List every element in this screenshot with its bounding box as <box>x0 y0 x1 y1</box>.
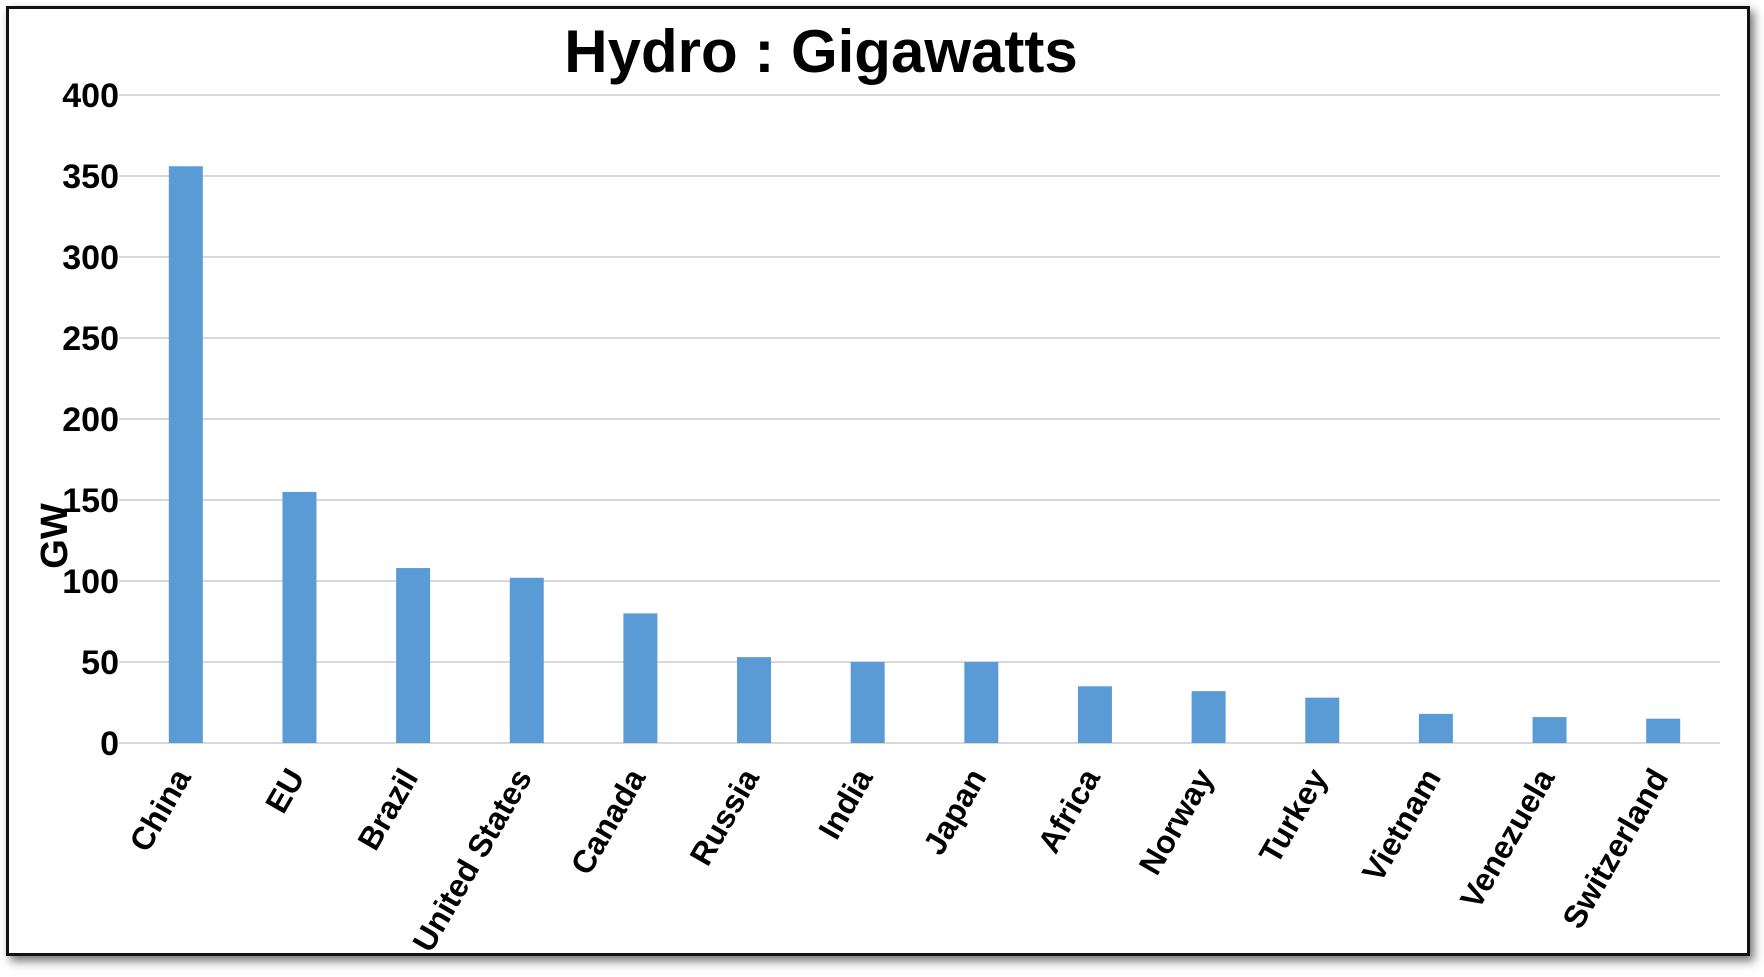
bar-united-states <box>509 577 544 743</box>
y-tick-label: 150 <box>62 482 119 520</box>
x-tick-label: China <box>122 762 198 857</box>
y-tick-label: 0 <box>100 725 119 763</box>
x-tick-label: Brazil <box>350 763 425 856</box>
x-tick-label: Africa <box>1030 762 1107 859</box>
y-tick-label: 350 <box>62 158 119 196</box>
bar-india <box>850 662 885 743</box>
x-tick-label: Venezuela <box>1453 762 1562 914</box>
y-tick-label: 50 <box>81 644 119 682</box>
bar-venezuela <box>1532 717 1567 743</box>
x-tick-label: Switzerland <box>1555 763 1675 935</box>
y-tick-label: 400 <box>62 77 119 115</box>
bar-norway <box>1191 691 1226 743</box>
bar-russia <box>737 657 772 743</box>
y-tick-label: 250 <box>62 320 119 358</box>
gridlines <box>119 94 1720 744</box>
bar-eu <box>282 491 317 743</box>
bar-canada <box>623 613 658 743</box>
y-tick-label: 100 <box>62 563 119 601</box>
bar-vietnam <box>1418 713 1453 743</box>
y-axis-label: GW <box>34 503 76 569</box>
bars <box>168 166 1681 743</box>
bar-turkey <box>1305 697 1340 743</box>
x-tick-label: Japan <box>916 763 993 861</box>
y-tick-label: 200 <box>62 401 119 439</box>
chart-frame: Hydro : Gigawatts 0 50 100 150 200 250 300 350 4… <box>6 6 1750 956</box>
x-tick-label: Canada <box>563 762 652 880</box>
x-tick-label: Vietnam <box>1355 763 1448 888</box>
bar-africa <box>1077 686 1112 743</box>
y-axis-ticks: 0 50 100 150 200 250 300 350 400 <box>62 77 119 763</box>
y-tick-label: 300 <box>62 239 119 277</box>
x-tick-label: Norway <box>1132 762 1221 880</box>
chart-title: Hydro : Gigawatts <box>564 18 1077 85</box>
bar-china <box>168 166 203 743</box>
x-tick-label: India <box>811 762 880 845</box>
bar-switzerland <box>1646 718 1681 743</box>
x-tick-label: Turkey <box>1252 762 1335 869</box>
x-tick-label: EU <box>258 763 311 819</box>
bar-chart: Hydro : Gigawatts 0 50 100 150 200 250 300 350 4… <box>34 18 1720 953</box>
x-tick-label: United States <box>405 763 538 954</box>
x-tick-label: Russia <box>682 762 766 871</box>
bar-brazil <box>396 568 431 743</box>
bar-japan <box>964 662 999 743</box>
